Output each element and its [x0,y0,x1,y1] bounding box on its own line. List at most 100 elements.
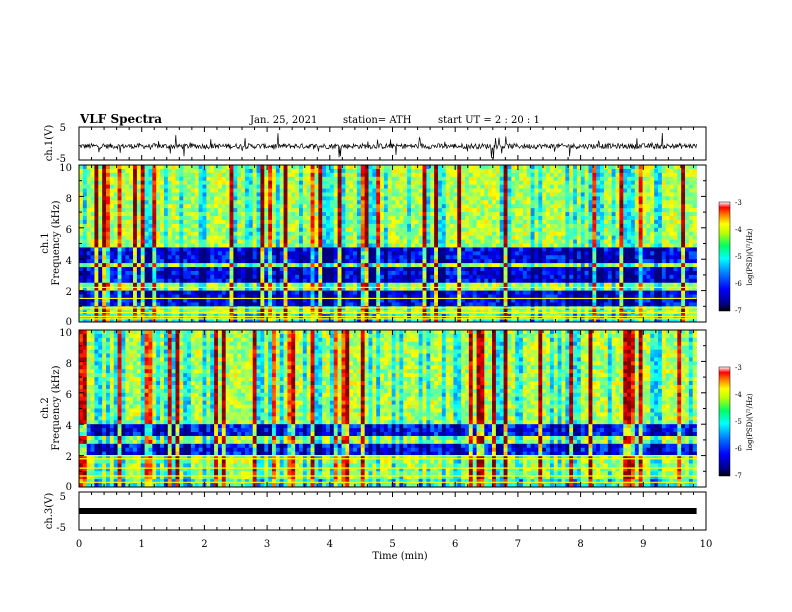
ch1-spec-cell [430,255,435,260]
ch1-spec-cell [584,219,589,225]
ch1-spec-cell [136,165,142,170]
ch1-spec-cell [403,168,408,174]
ch1-spec-cell [94,278,99,284]
ch1-spec-cell [225,212,230,217]
ch1-spec-cell [183,270,188,276]
ch1-spec-cell [295,188,300,193]
ch1-spec-cell [441,204,446,209]
ch1-spec-cell [665,192,670,197]
ch1-spec-cell [430,200,435,205]
ch1-spec-cell [237,239,242,244]
ch1-spec-cell [129,278,134,284]
ch1-spec-cell [673,188,678,193]
ch1-spec-cell [221,180,226,185]
ch1-spec-cell [468,212,474,217]
ch1-spec-cell [183,184,188,189]
ch1-spec-cell [569,255,574,260]
ch1-spec-cell [611,192,616,197]
ch1-spec-cell [140,278,145,284]
ch1-spec-cell [565,196,570,201]
ch1-spec-cell [326,188,331,193]
ch1-spec-cell [519,274,524,280]
ch1-spec-cell [615,255,620,260]
ch1-ytick-neg5: -5 [56,154,66,165]
ch1-spec-cell [217,259,223,264]
ch1-spec-cell [94,286,99,291]
ch1-spec-cell [410,180,416,185]
ch1-spec-cell [202,180,207,185]
ch1-spec-cell [202,212,207,217]
ch1-spec-cell [426,263,431,268]
ch1-spec-cell [353,219,358,225]
ch1-spec-cell [109,263,115,268]
ch1-spec-cell [530,208,535,213]
ch1-spec-cell [453,172,458,178]
ch1-spec-cell [237,247,242,252]
ch1-spec-cell [333,208,338,213]
ch1-spec-cell [391,196,396,201]
ch1-spec-cell [519,208,524,213]
ch1-spec-cell [573,247,578,252]
ch1-spec-cell [681,196,686,201]
ch1-spec-cell [414,212,419,217]
ch1-spec-cell [642,231,647,236]
ch1-spec-cell [187,239,192,244]
ch1-spec-cell [681,176,686,181]
ch1-spec-cell [391,227,396,233]
ch1-spec-cell [287,168,292,174]
ch1-spec-cell [461,176,466,181]
ch1-spec-cell [275,282,281,287]
ch1-spec-cell [534,192,539,197]
ch1-spec-cell [190,227,196,233]
ch1-spec-cell [395,184,400,189]
ch1-spec-cell [160,200,165,205]
ch1-spec-cell [225,208,230,213]
ch1-spec-cell [299,180,304,185]
ch1-spec-cell [121,267,126,272]
ch1-spec-cell [291,274,296,280]
ch1-spec-cell [106,208,111,213]
ch1-spec-cell [395,212,400,217]
ch1-spec-cell [310,267,315,272]
ch1-spec-cell [322,192,327,197]
ch1-spec-cell [86,278,91,284]
ch1-spec-cell [86,247,91,252]
ch1-spec-cell [468,216,474,221]
ch1-spec-cell [553,243,558,248]
ch1-spec-cell [522,204,528,209]
ch1-spec-cell [341,227,346,233]
ch1-spec-cell [175,192,180,197]
ch1-spec-cell [611,172,616,178]
ch1-spec-cell [380,247,385,252]
ch1-spec-cell [356,223,362,229]
ch1-spec-cell [156,168,161,174]
ch1-spec-cell [299,184,304,189]
ch1-spec-cell [353,216,358,221]
ch1-spec-cell [187,255,192,260]
ch1-spec-cell [272,255,277,260]
ch1-spec-cell [569,267,574,272]
ch1-spec-cell [511,227,516,233]
ch1-spec-cell [90,192,95,197]
ch1-spec-cell [136,216,142,221]
ch1-spec-cell [229,188,234,193]
ch1-spec-cell [665,223,670,229]
ch1-spec-cell [403,180,408,185]
ch1-spec-cell [279,239,284,244]
ch1-spec-cell [113,176,118,181]
ch1-spec-cell [623,251,628,256]
ch1-spec-cell [380,278,385,284]
ch1-spec-cell [619,192,624,197]
ch1-spec-cell [333,200,338,205]
ch1-spec-cell [260,247,265,252]
ch1-spec-cell [94,204,99,209]
ch1-spec-cell [98,204,103,209]
ch1-spec-cell [353,231,358,236]
ch1-spec-cell [248,259,253,264]
ch1-spec-cell [86,270,91,276]
ch1-spec-cell [627,192,632,197]
ch1-spec-cell [399,216,404,221]
ch1-spec-cell [515,176,520,181]
ch1-spec-cell [233,176,238,181]
ch1-spec-cell [380,270,385,276]
